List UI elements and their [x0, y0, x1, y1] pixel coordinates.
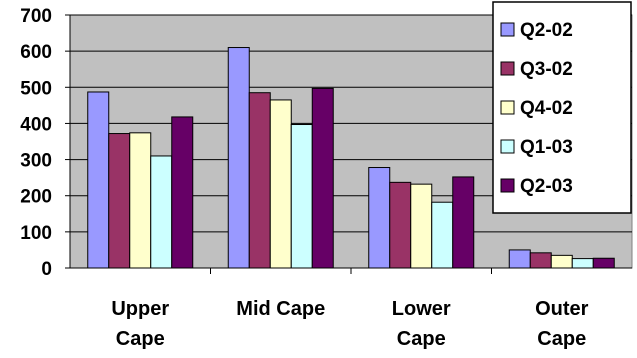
bar: [87, 91, 110, 269]
bar: [150, 155, 173, 269]
bar: [108, 133, 131, 269]
bar: [508, 249, 531, 269]
legend-swatch: [500, 100, 515, 115]
x-axis: Upper Cape Mid Cape Lower Cape Outer Cape: [70, 267, 632, 350]
bar: [311, 87, 334, 269]
bar: [227, 47, 250, 269]
bar: [129, 132, 152, 269]
bar: [269, 99, 292, 269]
y-tick-label: 100: [20, 223, 52, 244]
x-tick-label: Mid Cape: [236, 298, 325, 320]
bar: [248, 92, 271, 269]
bar: [290, 124, 313, 269]
bar: [452, 176, 475, 269]
legend-label: Q4-02: [520, 98, 573, 119]
bar: [571, 258, 594, 269]
legend-box: [492, 1, 632, 214]
x-tick-label: Cape: [537, 328, 586, 350]
legend: Q2-02 Q3-02 Q4-02 Q1-03 Q2-03: [492, 1, 632, 214]
y-tick-label: 500: [20, 78, 52, 99]
bar: [389, 181, 412, 269]
bar: [431, 201, 454, 269]
legend-swatch: [500, 178, 515, 193]
y-tick-label: 300: [20, 151, 52, 172]
x-tick-label: Upper: [111, 298, 169, 320]
bar: [529, 252, 552, 269]
bar: [410, 183, 433, 269]
y-tick-label: 0: [41, 259, 52, 280]
bar: [171, 116, 194, 269]
legend-swatch: [500, 139, 515, 154]
y-tick-label: 400: [20, 114, 52, 135]
legend-label: Q2-02: [520, 20, 573, 41]
x-tick-label: Cape: [116, 328, 165, 350]
x-tick-label: Outer: [535, 298, 589, 320]
bar: [592, 257, 615, 269]
legend-swatch: [500, 22, 515, 37]
x-tick-label: Cape: [397, 328, 446, 350]
legend-swatch: [500, 61, 515, 76]
y-tick-label: 700: [20, 6, 52, 27]
legend-label: Q2-03: [520, 176, 573, 197]
bar: [550, 254, 573, 269]
y-tick-label: 200: [20, 187, 52, 208]
y-axis: 0 100 200 300 400 500 600 700: [20, 6, 71, 280]
bars: [87, 47, 615, 269]
x-tick-label: Lower: [392, 298, 451, 320]
bar: [368, 167, 391, 269]
legend-label: Q1-03: [520, 137, 573, 158]
legend-label: Q3-02: [520, 59, 573, 80]
y-tick-label: 600: [20, 42, 52, 63]
